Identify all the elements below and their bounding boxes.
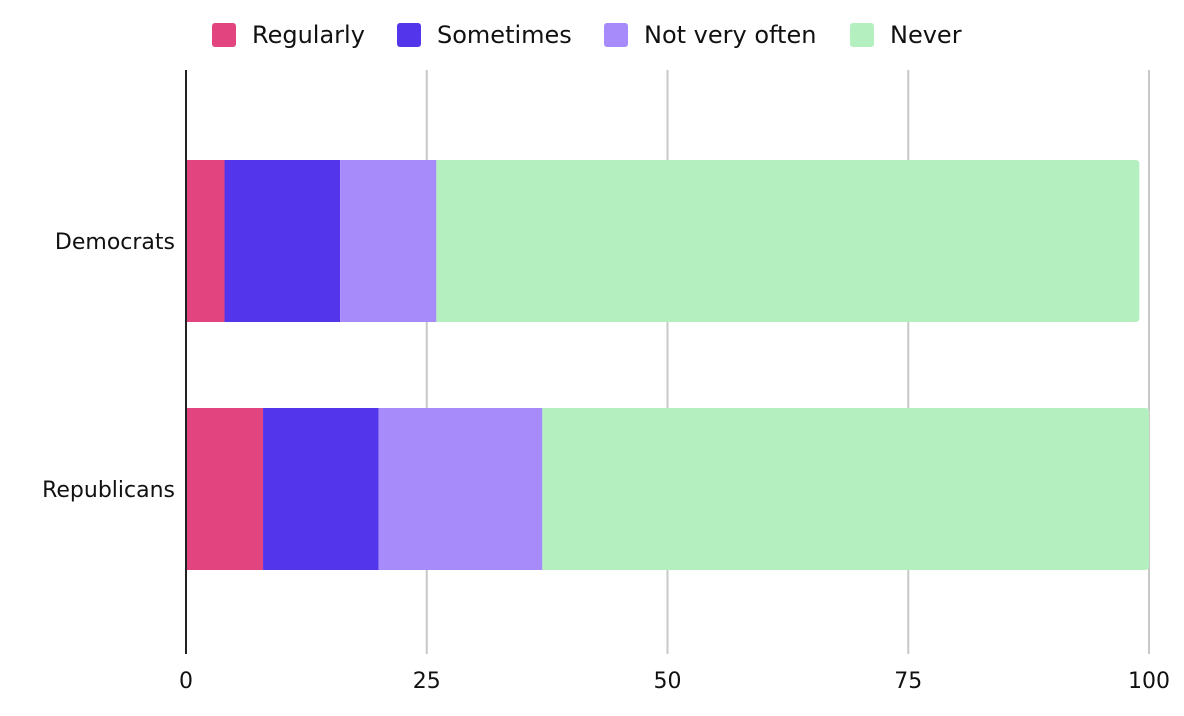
legend-swatch-sometimes: [397, 23, 421, 47]
x-tick-label: 50: [654, 669, 682, 694]
x-tick-label: 100: [1128, 669, 1170, 694]
legend-label-regularly: Regularly: [252, 21, 365, 49]
bars: [186, 160, 1149, 570]
bar-segment-republicans-not-very-often: [378, 408, 543, 570]
bar-segment-republicans-sometimes: [263, 408, 379, 570]
legend-swatch-not-very-often: [604, 23, 628, 47]
bar-segment-republicans-regularly: [186, 408, 264, 570]
category-label-democrats: Democrats: [55, 230, 175, 255]
legend: Regularly Sometimes Not very often Never: [212, 21, 962, 49]
category-label-republicans: Republicans: [42, 478, 175, 503]
legend-swatch-regularly: [212, 23, 236, 47]
legend-label-sometimes: Sometimes: [437, 21, 572, 49]
category-labels: Democrats Republicans: [42, 230, 175, 503]
bar-segment-republicans-never: [542, 408, 1149, 570]
x-tick-label: 25: [413, 669, 441, 694]
legend-label-not-very-often: Not very often: [644, 21, 816, 49]
bar-segment-democrats-never: [436, 160, 1140, 322]
x-tick-labels: 0 25 50 75 100: [179, 669, 1170, 694]
legend-swatch-never: [850, 23, 874, 47]
bar-segment-democrats-not-very-often: [340, 160, 437, 322]
bar-segment-democrats-sometimes: [224, 160, 341, 322]
x-tick-label: 75: [894, 669, 922, 694]
legend-label-never: Never: [890, 21, 962, 49]
bar-segment-democrats-regularly: [186, 160, 225, 322]
x-tick-label: 0: [179, 669, 193, 694]
